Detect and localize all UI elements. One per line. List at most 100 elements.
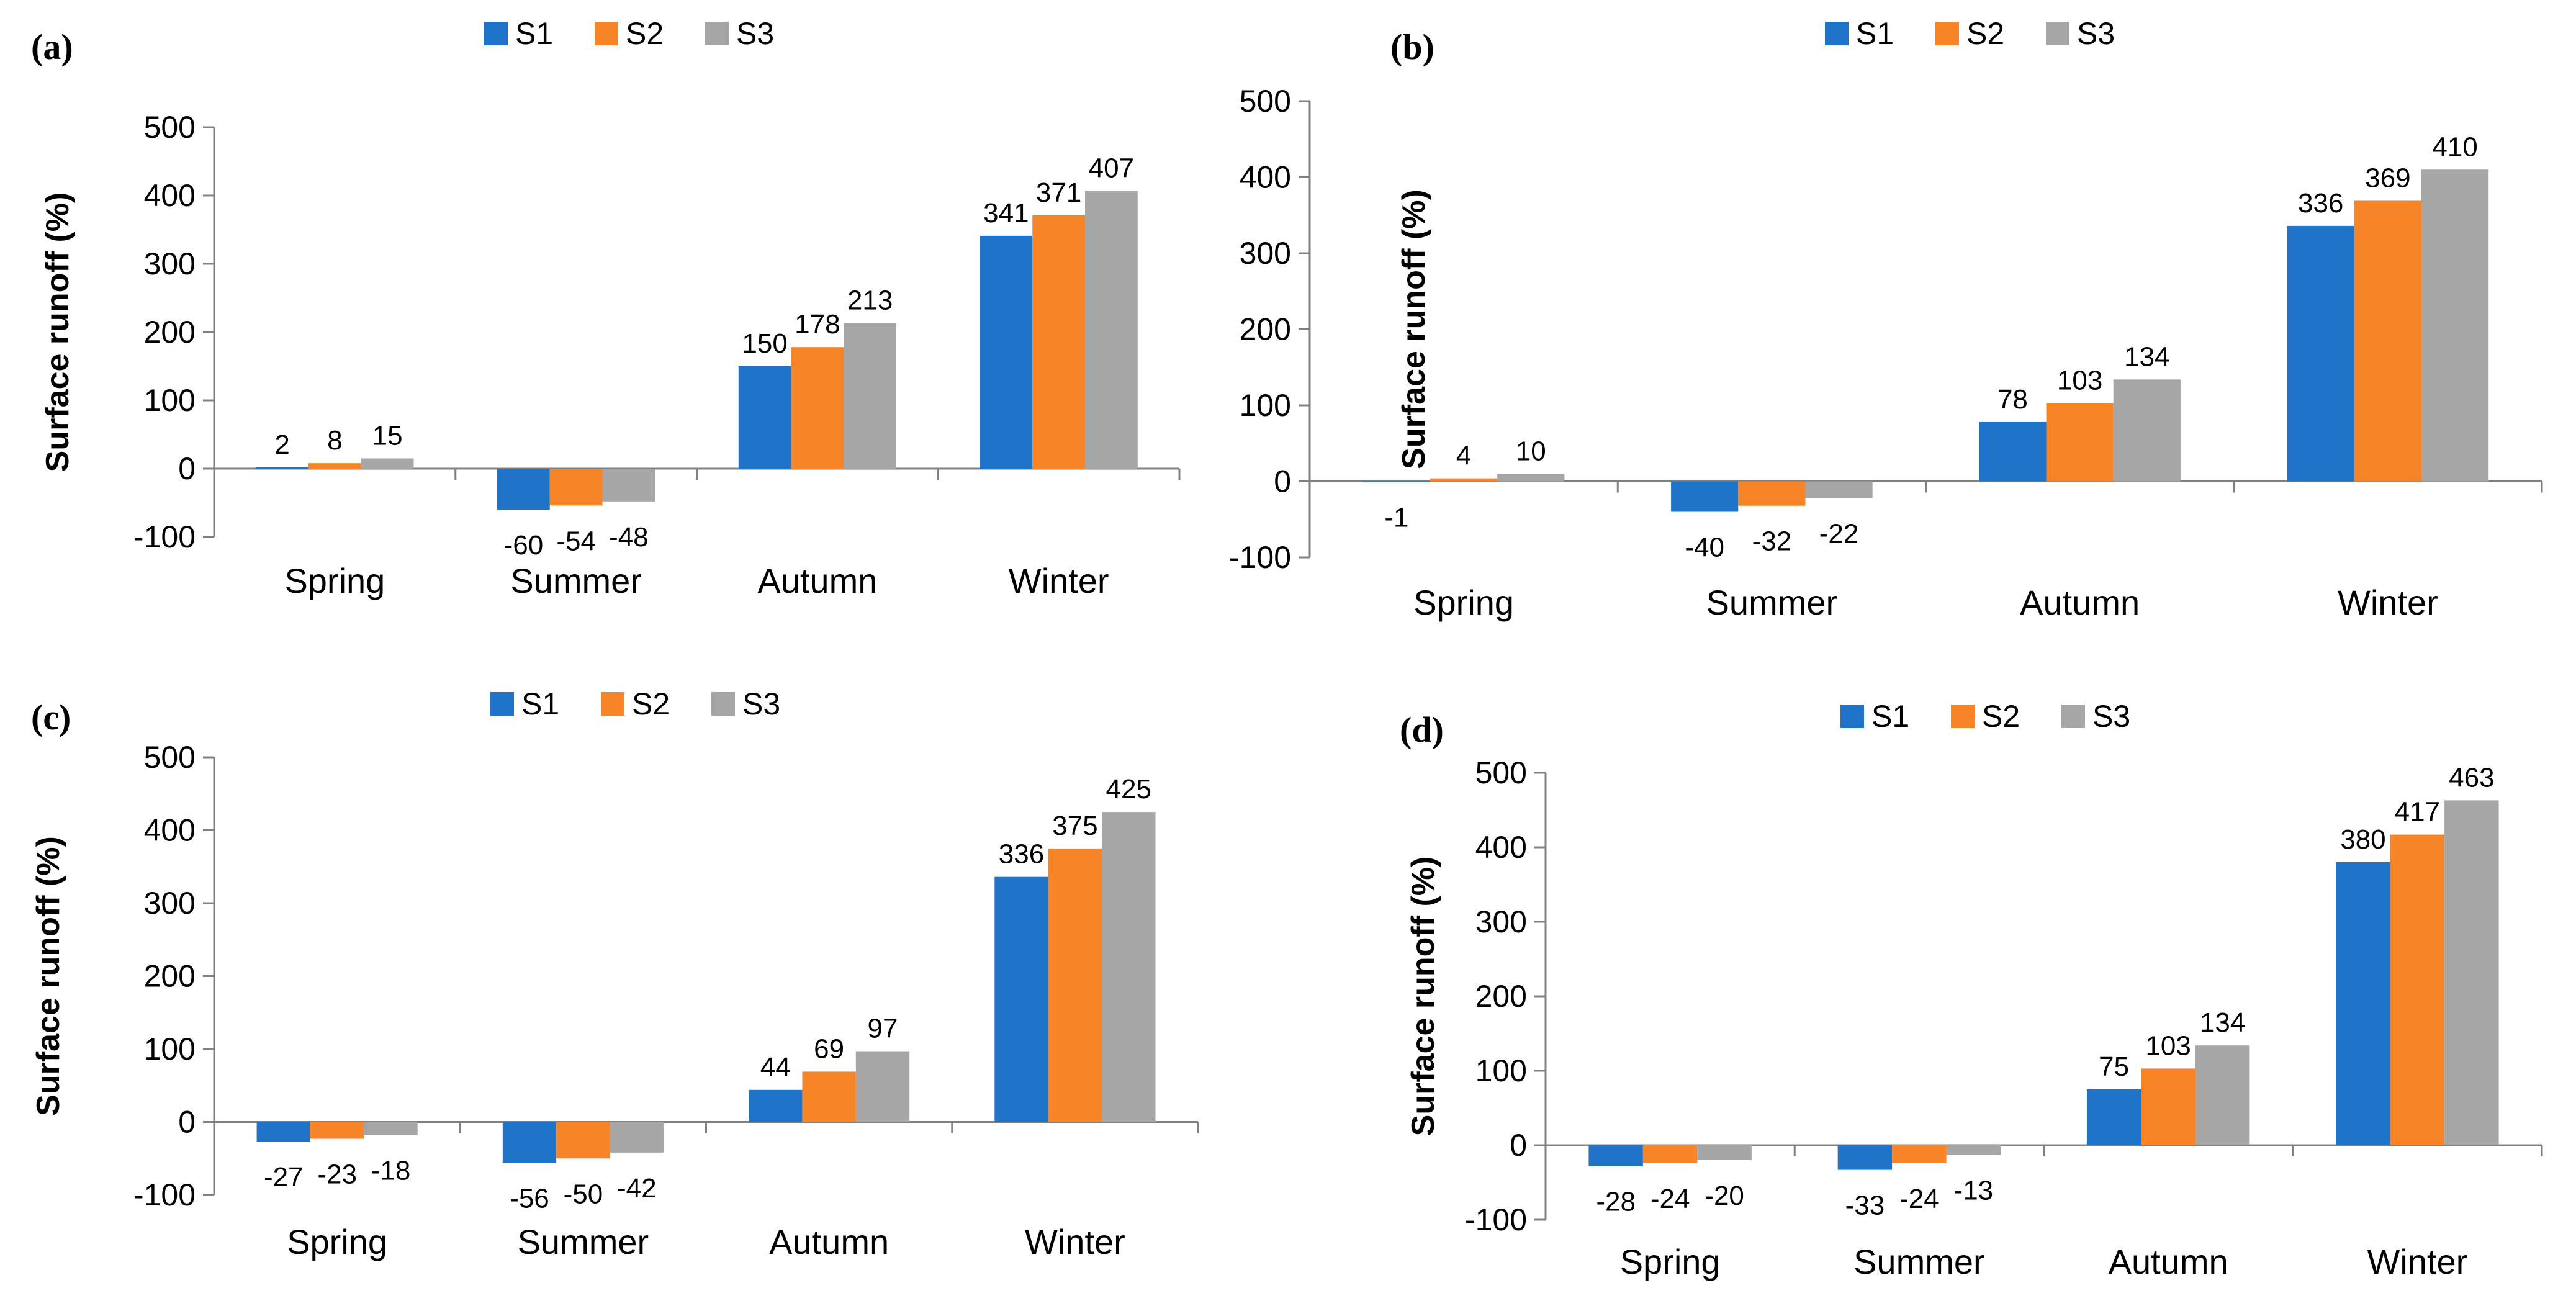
data-label-s1-winter: 380 <box>2340 824 2385 855</box>
bar-s1-winter <box>994 876 1048 1122</box>
data-label-s1-autumn: 75 <box>2099 1052 2129 1082</box>
bar-s2-spring <box>308 463 361 469</box>
x-category-label: Winter <box>2338 583 2438 622</box>
data-label-s2-autumn: 103 <box>2057 365 2102 395</box>
bar-s2-summer <box>1738 481 1806 506</box>
bar-s3-autumn <box>855 1051 910 1122</box>
chart-panel-a: (a) S1 S2 S3 Surface runoff (%) 500 400 300 200 1… <box>31 16 1181 600</box>
data-label-s2-autumn: 69 <box>814 1034 844 1064</box>
data-label-s3-summer: -13 <box>1954 1176 1994 1206</box>
bar-s1-summer <box>502 1122 557 1163</box>
data-label-s1-autumn: 44 <box>760 1052 791 1083</box>
data-label-s1-summer: -40 <box>1685 533 1724 563</box>
bar-s2-winter <box>1048 848 1102 1122</box>
bar-s3-spring <box>364 1122 418 1135</box>
y-tick-label: 500 <box>144 740 196 775</box>
data-label-s1-winter: 336 <box>999 839 1044 870</box>
bar-s3-winter <box>1102 812 1156 1122</box>
data-label-s3-autumn: 134 <box>2200 1007 2245 1038</box>
y-tick-label: 300 <box>1240 236 1291 271</box>
legend: S1 S2 S3 <box>484 16 774 51</box>
bar-s1-spring <box>256 1122 310 1142</box>
legend-swatch-s2 <box>601 692 624 716</box>
bar-s1-autumn <box>2086 1089 2141 1145</box>
bar-s3-autumn <box>844 323 896 469</box>
data-label-s1-summer: -33 <box>1845 1191 1885 1221</box>
data-label-s3-summer: -42 <box>617 1173 657 1204</box>
y-tick-label: 200 <box>1240 312 1291 347</box>
data-label-s3-autumn: 134 <box>2124 341 2169 372</box>
y-axis-title: Surface runoff (%) <box>30 836 66 1116</box>
legend-label-s3: S3 <box>736 16 774 51</box>
data-label-s1-spring: -1 <box>1384 503 1408 533</box>
chart-panel-d: (d) S1 S2 S3 Surface runoff (%) 500 400 300 200 1… <box>1400 699 2543 1281</box>
y-tick-label: -100 <box>1465 1202 1527 1237</box>
x-category-label: Autumn <box>769 1222 889 1261</box>
bar-s2-autumn <box>791 347 844 469</box>
data-label-s3-spring: -18 <box>371 1156 411 1186</box>
bar-s2-spring <box>310 1122 364 1139</box>
bar-s2-autumn <box>2141 1068 2195 1145</box>
legend-label-s3: S3 <box>2077 16 2115 51</box>
x-category-label: Spring <box>284 561 385 600</box>
legend-swatch-s2 <box>1951 705 1975 728</box>
x-category-label: Winter <box>1009 561 1109 600</box>
data-label-s2-summer: -50 <box>564 1179 603 1209</box>
bar-s2-spring <box>1430 478 1498 482</box>
y-tick-label: -100 <box>133 520 196 554</box>
y-tick-label: 200 <box>144 959 196 994</box>
bar-s1-spring <box>256 467 309 469</box>
y-tick-label: 100 <box>144 1032 196 1066</box>
panel-label: (d) <box>1400 709 1444 750</box>
bar-s2-autumn <box>802 1071 856 1122</box>
y-tick-label: 400 <box>144 178 196 213</box>
x-category-label: Spring <box>287 1222 387 1261</box>
data-label-s3-winter: 410 <box>2432 132 2477 162</box>
legend-label-s2: S2 <box>1982 699 2020 734</box>
y-axis-title: Surface runoff (%) <box>1405 857 1441 1137</box>
data-label-s3-spring: -20 <box>1705 1181 1744 1211</box>
bar-s1-autumn <box>1979 421 2047 482</box>
bar-s2-summer <box>556 1122 610 1159</box>
bar-s3-spring <box>1497 474 1565 482</box>
y-tick-label: 200 <box>144 315 196 349</box>
legend-swatch-s3 <box>705 22 729 45</box>
y-tick-label: 100 <box>1475 1053 1527 1088</box>
x-category-label: Autumn <box>2020 583 2140 622</box>
legend-swatch-s2 <box>1935 22 1959 45</box>
panel-label: (c) <box>31 697 71 737</box>
y-tick-label: 200 <box>1475 979 1527 1014</box>
legend-label-s1: S1 <box>521 687 559 721</box>
bar-s2-autumn <box>2046 403 2114 482</box>
data-label-s2-spring: 4 <box>1456 441 1471 471</box>
data-label-s2-winter: 369 <box>2365 163 2410 193</box>
y-tick-label: 400 <box>144 813 196 848</box>
data-label-s1-spring: -27 <box>264 1162 304 1192</box>
data-label-s3-autumn: 213 <box>847 286 893 316</box>
data-label-s1-autumn: 150 <box>742 328 787 359</box>
legend-label-s2: S2 <box>632 687 670 721</box>
bar-s2-winter <box>1032 215 1085 469</box>
legend-label-s1: S1 <box>1871 699 1909 734</box>
data-label-s1-spring: -28 <box>1596 1187 1636 1217</box>
legend: S1 S2 S3 <box>1825 16 2115 51</box>
data-label-s1-winter: 336 <box>2298 188 2343 218</box>
bar-s1-autumn <box>738 366 791 469</box>
bar-s1-winter <box>2336 862 2390 1145</box>
data-label-s1-summer: -60 <box>504 530 544 561</box>
bar-s2-summer <box>549 469 603 506</box>
data-label-s2-winter: 371 <box>1036 178 1081 208</box>
y-tick-label: 300 <box>144 246 196 281</box>
legend-label-s1: S1 <box>1856 16 1894 51</box>
data-label-s3-winter: 463 <box>2449 762 2494 793</box>
y-tick-label: 0 <box>1510 1128 1527 1163</box>
y-tick-label: 300 <box>1475 904 1527 939</box>
bar-s3-summer <box>610 1122 664 1153</box>
x-category-label: Winter <box>2367 1242 2467 1281</box>
x-category-label: Autumn <box>2109 1242 2228 1281</box>
bar-s3-spring <box>361 458 414 469</box>
x-category-label: Summer <box>1706 583 1838 622</box>
data-label-s1-summer: -56 <box>510 1183 549 1214</box>
y-axis-title: Surface runoff (%) <box>1396 189 1432 469</box>
data-label-s3-spring: 15 <box>372 421 403 451</box>
